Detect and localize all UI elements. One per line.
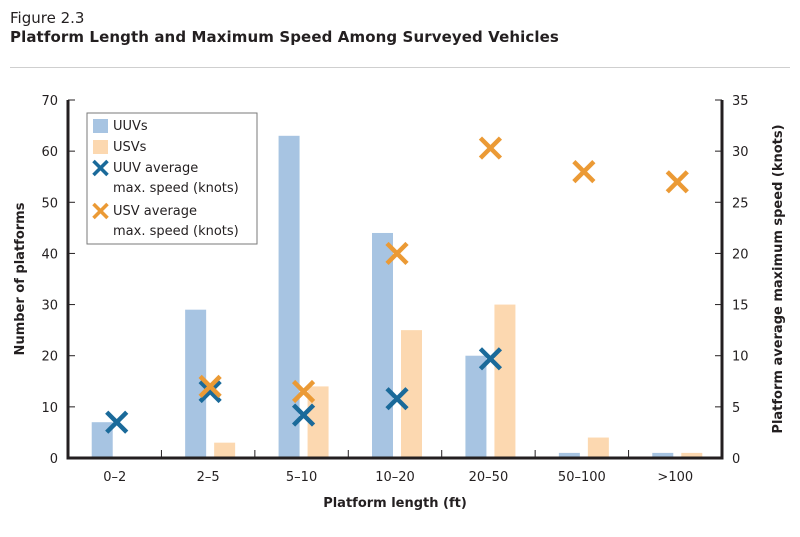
marker-stroke-b xyxy=(291,379,316,404)
x-tick-label-6: >100 xyxy=(657,470,693,485)
y2-tick-label-5: 5 xyxy=(732,401,740,416)
x-tick-label-0: 0–2 xyxy=(103,470,126,485)
y2-tick-label-35: 35 xyxy=(732,94,749,109)
bar-usvs-1 xyxy=(214,442,236,458)
bar-usvs-6 xyxy=(681,452,703,458)
y2-tick-label-30: 30 xyxy=(732,145,749,160)
legend-label-2-0: UUV average xyxy=(113,161,198,176)
legend-item-3: USV average max. speed (knots) xyxy=(92,202,239,239)
bar-uuvs-2 xyxy=(278,135,300,459)
legend-item-1: USVs xyxy=(93,140,147,155)
marker-stroke-b xyxy=(198,379,222,404)
figure-title: Platform Length and Maximum Speed Among … xyxy=(10,28,559,46)
bar-uuvs-5 xyxy=(558,452,580,458)
marker-stroke-b xyxy=(385,387,409,411)
bar-uuvs-4 xyxy=(465,355,487,458)
marker-stroke-b xyxy=(105,410,129,434)
legend-x-icon-b-2 xyxy=(92,159,109,177)
usv-speed-marker-6 xyxy=(665,170,689,194)
legend-label-1-0: USVs xyxy=(113,140,147,155)
y-tick-label-20: 20 xyxy=(41,350,58,365)
legend-box xyxy=(86,112,258,245)
y2-tick-label-15: 15 xyxy=(732,299,749,314)
y-tick-label-70: 70 xyxy=(41,94,58,109)
uuv-speed-marker-1 xyxy=(198,379,222,404)
bar-usvs-5 xyxy=(587,437,609,458)
marker-stroke-b xyxy=(665,170,689,194)
y-tick-label-60: 60 xyxy=(41,145,58,160)
y2-tick-label-10: 10 xyxy=(732,350,749,365)
marker-stroke-b xyxy=(385,241,409,266)
legend-swatch-1 xyxy=(93,140,108,154)
x-tick-label-3: 10–20 xyxy=(375,470,415,485)
y2-tick-label-20: 20 xyxy=(732,247,749,262)
bar-usvs-3 xyxy=(401,330,422,458)
usv-speed-marker-1 xyxy=(198,374,222,398)
y2-tick-label-0: 0 xyxy=(732,452,740,467)
uuv-speed-marker-4 xyxy=(478,347,503,371)
marker-stroke-b xyxy=(478,347,503,371)
bars-layer xyxy=(91,135,703,459)
usv-speed-marker-5 xyxy=(572,160,596,184)
marker-stroke-b xyxy=(198,374,222,398)
usv-speed-marker-3 xyxy=(385,241,409,266)
x-tick-label-1: 2–5 xyxy=(197,470,220,485)
x-tick-label-2: 5–10 xyxy=(286,470,317,485)
y-tick-label-30: 30 xyxy=(41,299,58,314)
uuv-speed-marker-0 xyxy=(105,410,129,434)
uuv-speed-marker-3 xyxy=(385,387,409,411)
marker-stroke-b xyxy=(572,160,596,184)
x-tick-label-5: 50–100 xyxy=(558,470,606,485)
markers-layer xyxy=(105,136,689,434)
bar-uuvs-6 xyxy=(652,452,674,458)
axes-layer: 0 10 20 30 40 50 60 70 0 5 10 15 20 25 30 35 0–2 2–5 5–10 1… xyxy=(41,94,748,485)
legend-item-2: UUV average max. speed (knots) xyxy=(92,159,239,196)
marker-stroke-b xyxy=(478,136,503,160)
usv-speed-marker-4 xyxy=(478,136,503,160)
legend-label-3-0: USV average xyxy=(113,204,197,219)
legend-label-0-0: UUVs xyxy=(113,119,148,134)
y-tick-label-40: 40 xyxy=(41,247,58,262)
legend-label-3-1: max. speed (knots) xyxy=(113,224,239,239)
y2-tick-label-25: 25 xyxy=(732,196,749,211)
legend-x-icon-b-3 xyxy=(92,202,109,220)
bar-uuvs-1 xyxy=(185,309,207,458)
y-tick-label-0: 0 xyxy=(50,452,58,467)
usv-speed-marker-2 xyxy=(291,379,316,404)
bar-uuvs-3 xyxy=(372,232,393,458)
y-tick-label-50: 50 xyxy=(41,196,58,211)
x-tick-label-4: 20–50 xyxy=(469,470,509,485)
figure-label: Figure 2.3 xyxy=(10,9,85,27)
bar-usvs-4 xyxy=(494,304,516,458)
legend-item-0: UUVs xyxy=(93,119,148,134)
legend-swatch-0 xyxy=(93,119,108,133)
y-tick-label-10: 10 xyxy=(41,401,58,416)
legend-label-2-1: max. speed (knots) xyxy=(113,181,239,196)
uuv-speed-marker-2 xyxy=(291,403,316,427)
marker-stroke-b xyxy=(291,403,316,427)
x-axis-title: Platform length (ft) xyxy=(323,496,467,511)
y2-axis-title: Platform average maximum speed (knots) xyxy=(771,124,786,433)
title-divider xyxy=(10,67,790,68)
y-axis-title: Number of platforms xyxy=(13,202,28,355)
